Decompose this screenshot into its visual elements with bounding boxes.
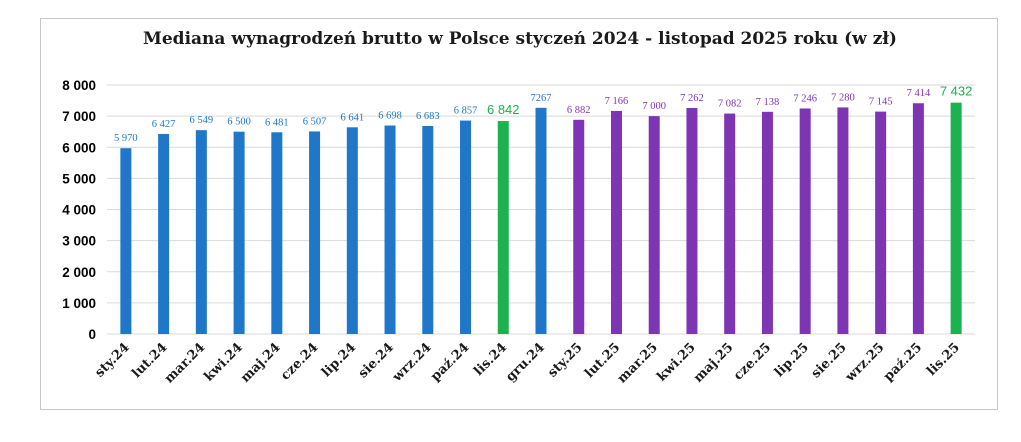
x-tick-label: lis.25: [924, 340, 963, 379]
data-label: 7 082: [718, 99, 742, 110]
x-tick-label: wrz.24: [389, 340, 434, 385]
bar: [271, 132, 283, 334]
bar: [912, 103, 924, 334]
x-tick-label: lip.25: [772, 340, 812, 380]
y-tick-label: 5 000: [62, 171, 96, 186]
data-label: 6 641: [340, 112, 364, 123]
data-label: 7 000: [642, 101, 666, 112]
data-label: 7 414: [907, 88, 931, 99]
data-label: 6 842: [487, 102, 520, 117]
x-tick-label: maj.24: [238, 340, 284, 386]
x-tick-label: cze.24: [278, 340, 321, 383]
y-tick-label: 0: [88, 327, 96, 342]
y-tick-label: 8 000: [62, 78, 96, 93]
bar: [535, 107, 547, 334]
y-tick-label: 1 000: [62, 296, 96, 311]
bar: [120, 148, 132, 334]
x-tick-label: mar.24: [162, 340, 208, 386]
data-label: 5 970: [114, 133, 138, 144]
bar: [950, 102, 962, 334]
data-label: 7 432: [940, 84, 973, 99]
x-tick-label: cze.25: [731, 340, 774, 383]
bar: [610, 110, 622, 334]
data-label: 7 145: [869, 97, 893, 108]
x-tick-label: gru.24: [503, 340, 548, 385]
data-label: 6 882: [567, 105, 591, 116]
bar: [837, 107, 849, 334]
y-tick-label: 3 000: [62, 234, 96, 249]
chart-title: Mediana wynagrodzeń brutto w Polsce styc…: [143, 29, 897, 49]
data-label: 7 246: [793, 93, 817, 104]
bar: [195, 130, 207, 334]
data-label: 6 698: [378, 111, 402, 122]
data-label: 6 481: [265, 117, 289, 128]
data-label: 6 683: [416, 111, 440, 122]
bar: [233, 131, 245, 334]
data-label: 6 857: [454, 106, 478, 117]
bar: [799, 108, 811, 334]
bar: [309, 131, 321, 334]
bar: [497, 121, 509, 334]
x-tick-label: maj.25: [691, 340, 737, 386]
x-tick-label: sty.24: [92, 340, 132, 380]
data-label: 7 138: [756, 97, 780, 108]
bar: [573, 119, 585, 334]
data-label: 6 549: [190, 115, 214, 126]
bar: [158, 133, 170, 334]
bar: [460, 120, 472, 335]
bar: [724, 113, 736, 334]
bar: [875, 111, 887, 334]
x-tick-label: paź.25: [881, 340, 925, 384]
x-tick-label: kwi.25: [654, 340, 698, 384]
x-tick-label: wrz.25: [842, 340, 887, 385]
x-tick-label: paź.24: [428, 340, 472, 384]
bar: [761, 111, 773, 335]
y-tick-label: 7 000: [62, 109, 96, 124]
bar: [422, 125, 434, 334]
data-label: 7267: [531, 93, 552, 104]
x-tick-label: sty.25: [545, 340, 585, 380]
y-tick-label: 4 000: [62, 203, 96, 218]
x-tick-label: kwi.24: [202, 340, 246, 384]
x-tick-label: mar.25: [615, 340, 661, 386]
bar: [384, 125, 396, 334]
y-tick-label: 6 000: [62, 140, 96, 155]
data-label: 6 427: [152, 119, 176, 130]
bar: [648, 116, 660, 334]
data-label: 7 280: [831, 92, 855, 103]
data-label: 7 166: [605, 96, 629, 107]
y-tick-label: 2 000: [62, 265, 96, 280]
x-tick-label: lip.24: [319, 340, 359, 380]
data-label: 7 262: [680, 93, 704, 104]
bar: [686, 107, 698, 335]
data-label: 6 500: [227, 117, 251, 128]
data-label: 6 507: [303, 116, 327, 127]
bar: [346, 127, 358, 334]
